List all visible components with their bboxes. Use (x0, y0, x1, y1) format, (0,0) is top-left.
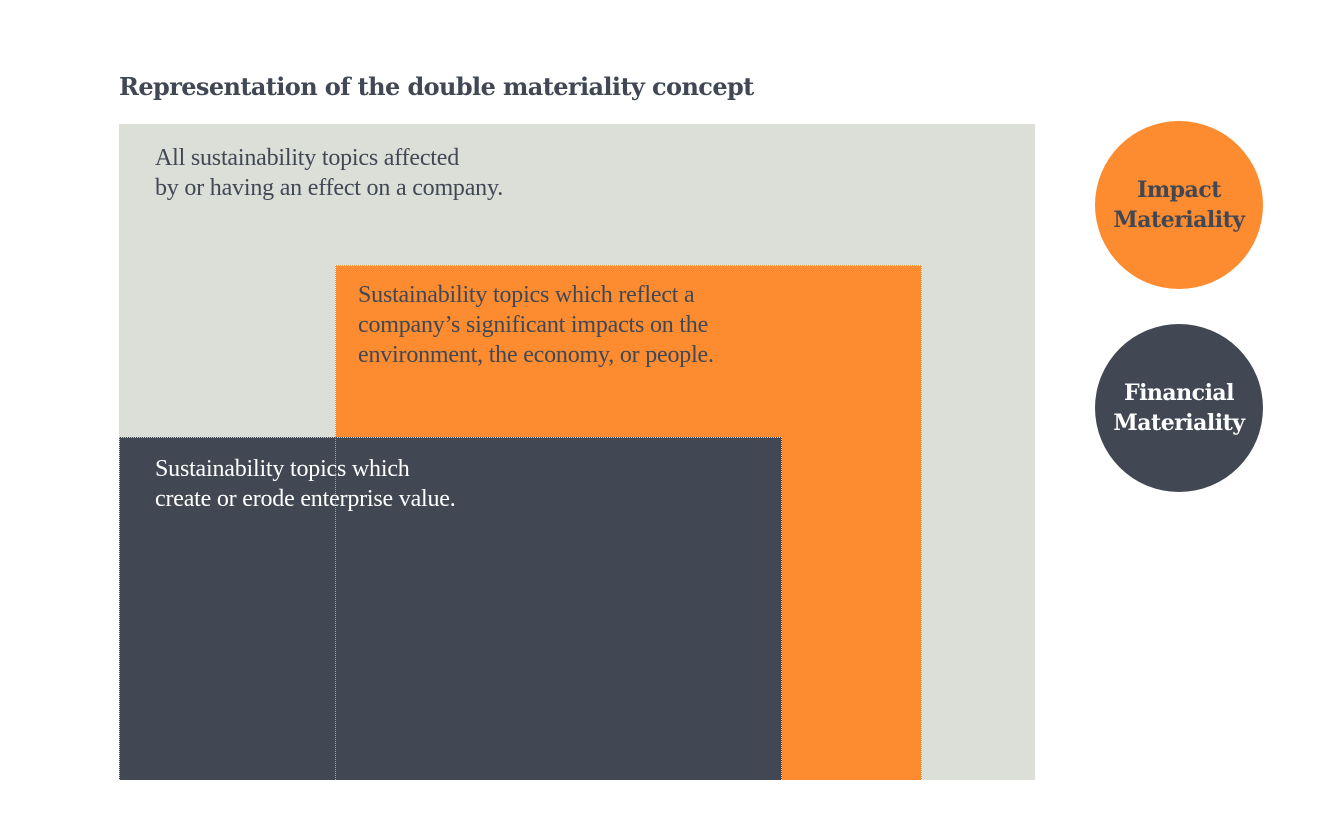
impact-box-label-line: company’s significant impacts on the (358, 312, 709, 338)
financial-legend-line: Financial (1123, 380, 1235, 406)
impact-box-label: Sustainability topics which reflect a co… (358, 280, 714, 370)
financial-materiality-box (119, 437, 782, 780)
financial-box-label: Sustainability topics which create or er… (155, 454, 456, 514)
impact-materiality-legend: Impact Materiality (1095, 121, 1263, 289)
impact-legend-line: Materiality (1113, 207, 1245, 233)
financial-box-label-line: create or erode enterprise value. (155, 486, 456, 512)
all-topics-label-line: by or having an effect on a company. (155, 175, 504, 201)
diagram-title: Representation of the double materiality… (119, 72, 754, 101)
financial-legend-line: Materiality (1113, 410, 1245, 436)
all-topics-label-line: All sustainability topics affected (155, 145, 460, 171)
impact-box-label-line: Sustainability topics which reflect a (358, 282, 695, 308)
overlap-divider (335, 437, 336, 780)
impact-box-label-line: environment, the economy, or people. (358, 342, 714, 368)
impact-legend-line: Impact (1137, 177, 1221, 203)
all-topics-label: All sustainability topics affected by or… (155, 143, 503, 203)
financial-materiality-legend: Financial Materiality (1095, 324, 1263, 492)
financial-box-label-line: Sustainability topics which (155, 456, 410, 482)
